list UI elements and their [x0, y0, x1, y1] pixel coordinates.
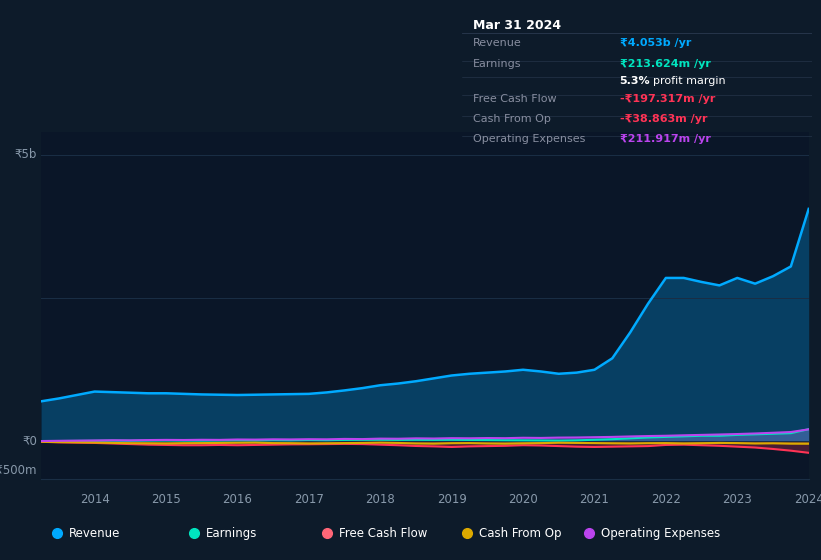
Text: 2021: 2021 — [580, 493, 609, 506]
Text: 2023: 2023 — [722, 493, 752, 506]
Text: Mar 31 2024: Mar 31 2024 — [473, 20, 561, 32]
Text: 2020: 2020 — [508, 493, 538, 506]
Text: 2017: 2017 — [294, 493, 323, 506]
Text: 2015: 2015 — [151, 493, 181, 506]
Text: -₹197.317m /yr: -₹197.317m /yr — [620, 94, 715, 104]
Text: ₹5b: ₹5b — [15, 148, 37, 161]
Text: Earnings: Earnings — [206, 527, 257, 540]
Text: Free Cash Flow: Free Cash Flow — [339, 527, 427, 540]
Text: 2018: 2018 — [365, 493, 395, 506]
Text: Earnings: Earnings — [473, 59, 521, 69]
Text: -₹500m: -₹500m — [0, 464, 37, 477]
Text: 2016: 2016 — [222, 493, 252, 506]
Text: 2019: 2019 — [437, 493, 466, 506]
Text: Revenue: Revenue — [473, 39, 521, 49]
Text: ₹0: ₹0 — [22, 435, 37, 448]
Text: Operating Expenses: Operating Expenses — [473, 134, 585, 144]
Text: Revenue: Revenue — [69, 527, 121, 540]
Text: Free Cash Flow: Free Cash Flow — [473, 94, 556, 104]
Text: 2022: 2022 — [651, 493, 681, 506]
Text: Cash From Op: Cash From Op — [473, 114, 550, 124]
Text: 2014: 2014 — [80, 493, 109, 506]
Text: 2024: 2024 — [794, 493, 821, 506]
Text: ₹4.053b /yr: ₹4.053b /yr — [620, 39, 691, 49]
Text: ₹211.917m /yr: ₹211.917m /yr — [620, 134, 710, 144]
Text: -₹38.863m /yr: -₹38.863m /yr — [620, 114, 707, 124]
Text: profit margin: profit margin — [653, 76, 726, 86]
Text: ₹213.624m /yr: ₹213.624m /yr — [620, 59, 710, 69]
Text: Operating Expenses: Operating Expenses — [601, 527, 720, 540]
Text: 5.3%: 5.3% — [620, 76, 650, 86]
Text: Cash From Op: Cash From Op — [479, 527, 562, 540]
